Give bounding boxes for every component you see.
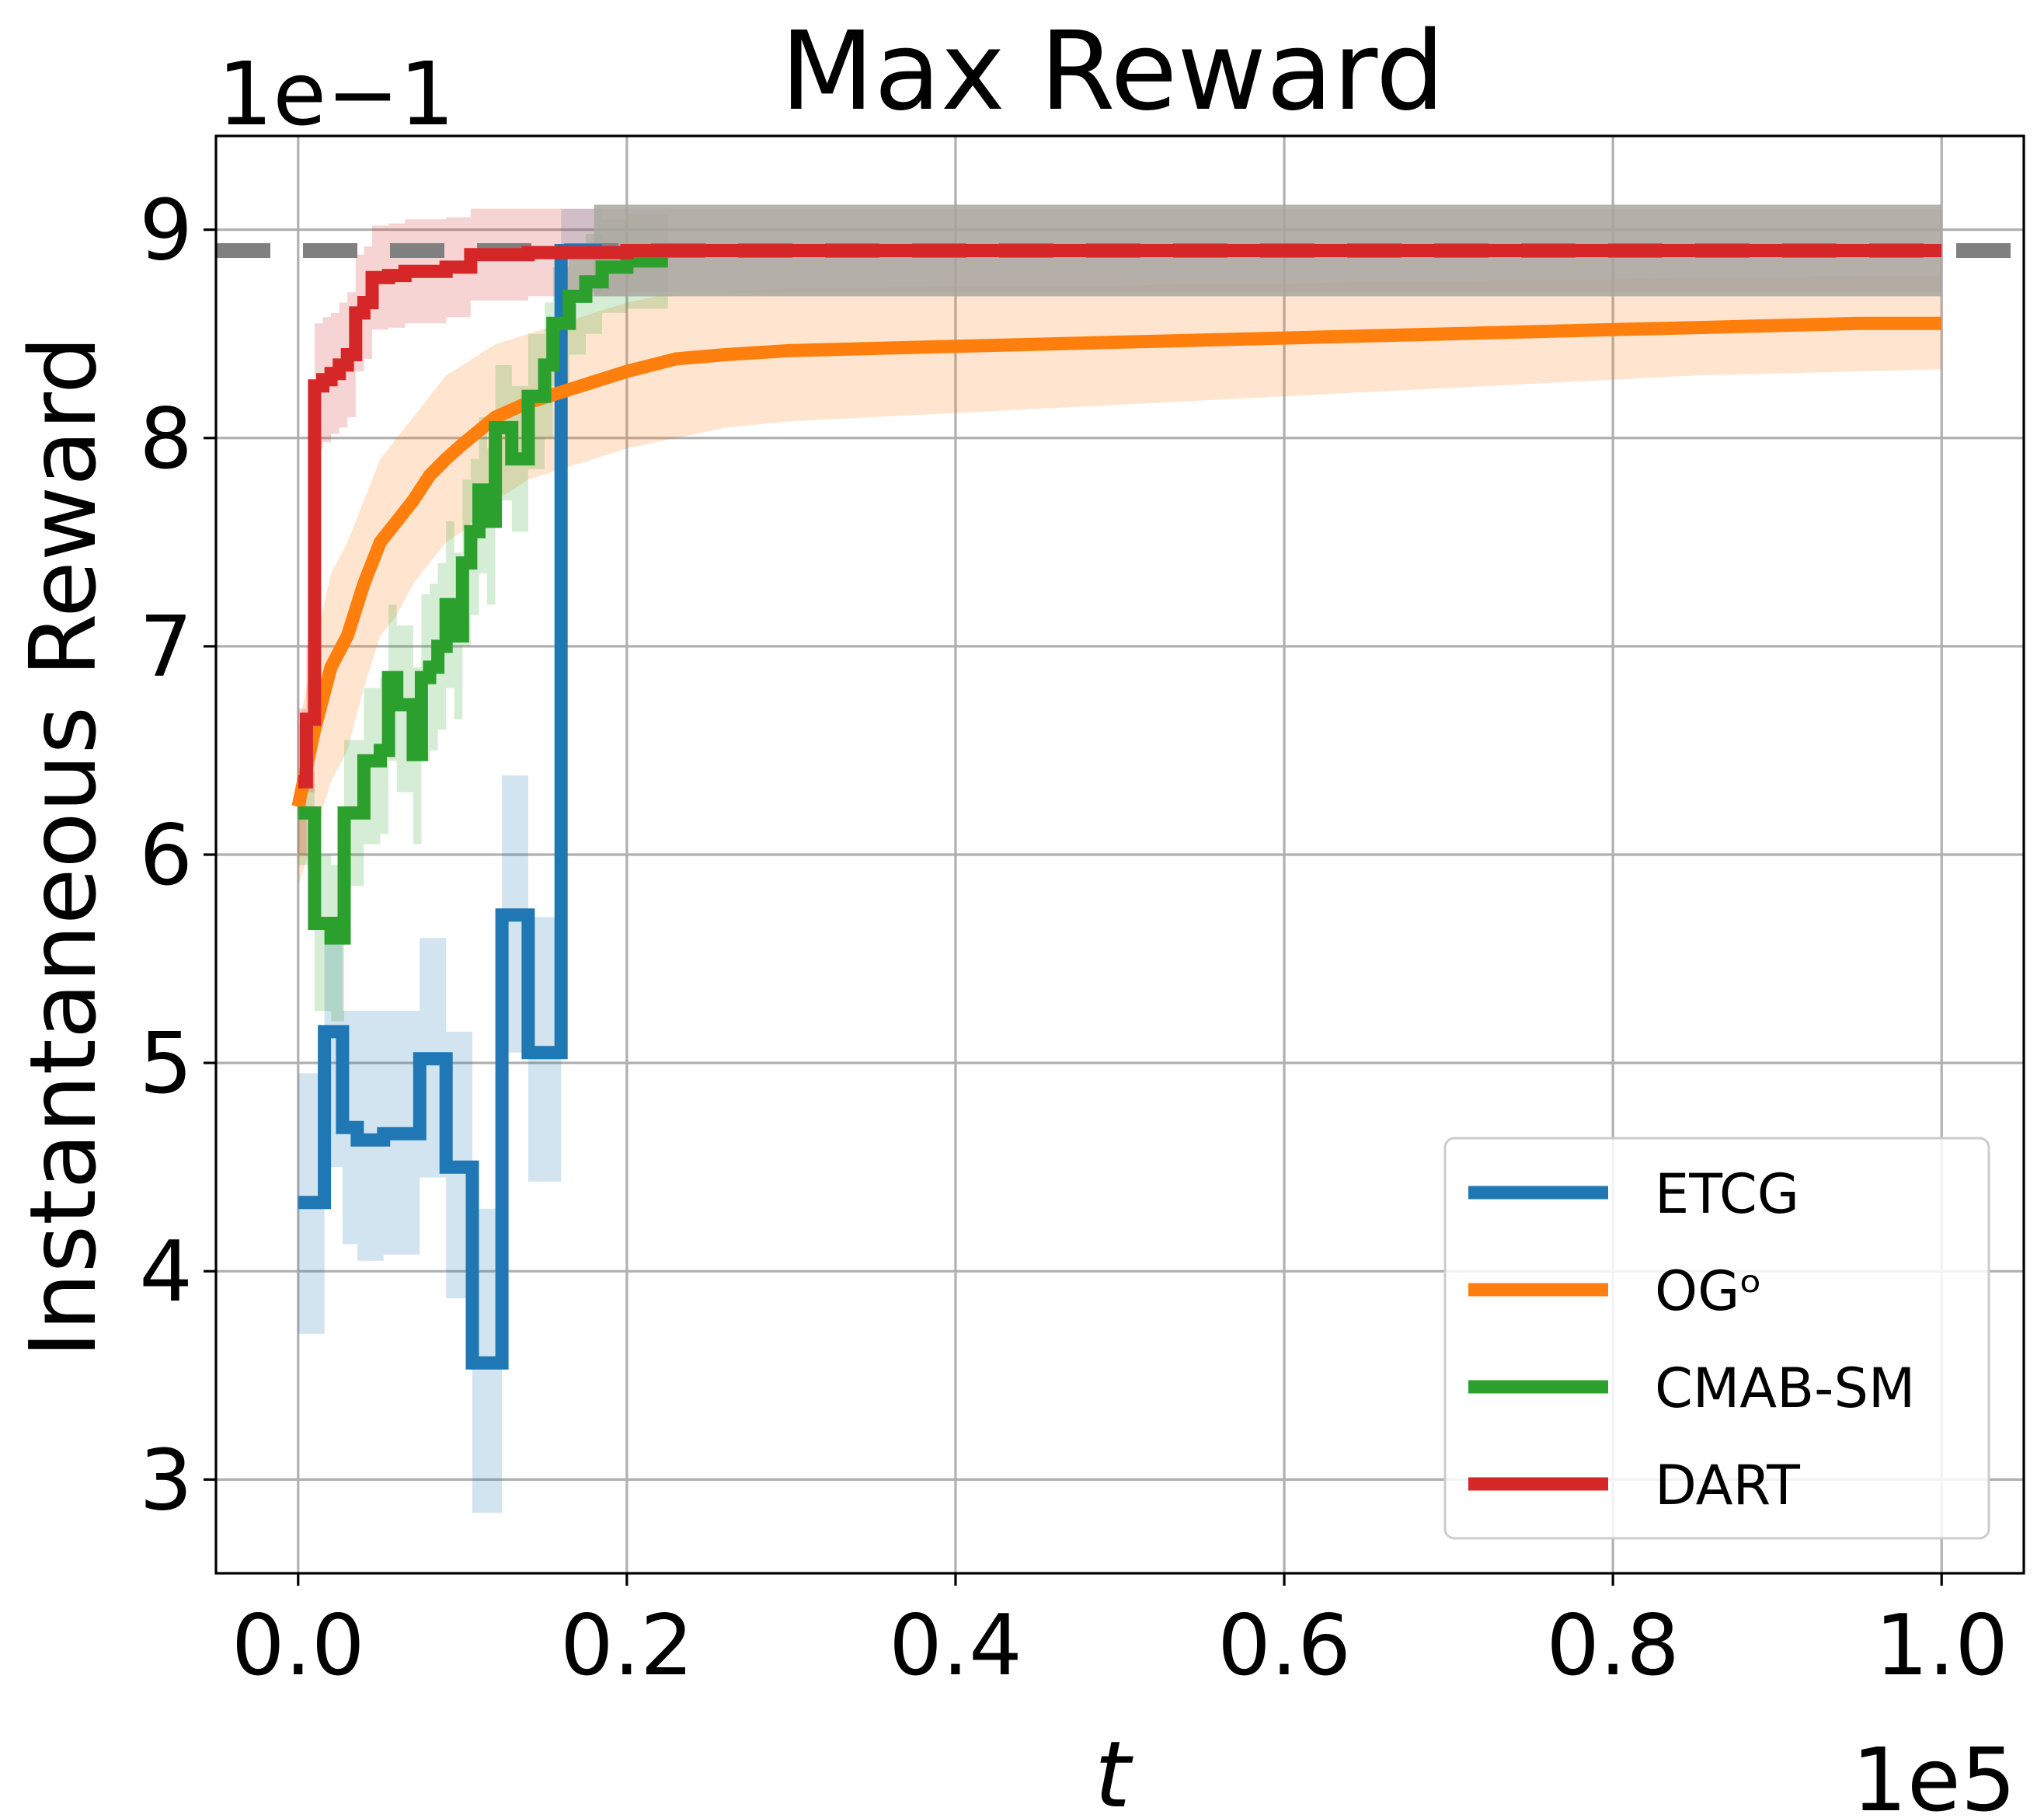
y-tick-label: 4 xyxy=(139,1224,193,1321)
og-band xyxy=(298,275,1942,886)
x-tick-labels: 0.0 0.2 0.4 0.6 0.8 1.0 xyxy=(232,1597,2008,1694)
legend-label-etcg: ETCG xyxy=(1655,1162,1799,1226)
legend-box xyxy=(1443,1137,1990,1540)
x-tick-label: 0.6 xyxy=(1217,1597,1351,1694)
y-tick-label: 9 xyxy=(139,183,193,280)
dart-line xyxy=(298,244,1942,789)
og-line xyxy=(291,316,1942,809)
x-tick-label: 0.4 xyxy=(889,1597,1022,1694)
x-tick-label: 0.0 xyxy=(232,1597,365,1694)
x-tick-label: 0.8 xyxy=(1546,1597,1680,1694)
y-tick-label: 6 xyxy=(139,807,193,904)
y-tick-label: 3 xyxy=(139,1432,193,1529)
legend: ETCG OGᵒ CMAB-SM DART xyxy=(1443,1137,1990,1540)
axes xyxy=(204,134,2025,1586)
x-axis-label: t xyxy=(1095,1721,1133,1818)
cmab-sm-line xyxy=(298,254,668,945)
legend-label-cmab-sm: CMAB-SM xyxy=(1655,1357,1915,1420)
chart-title: Max Reward xyxy=(780,9,1444,135)
y-offset-label: 1e−1 xyxy=(218,44,454,145)
legend-label-dart: DART xyxy=(1655,1454,1800,1517)
x-tick-label: 0.2 xyxy=(560,1597,694,1694)
y-axis-label: Instantaneous Reward xyxy=(9,336,117,1358)
etcg-band xyxy=(298,208,603,1513)
x-offset-label: 1e5 xyxy=(1852,1730,2016,1818)
y-tick-label: 7 xyxy=(139,599,193,696)
series-lines xyxy=(291,244,1942,1370)
etcg-line xyxy=(298,244,603,1370)
y-tick-label: 5 xyxy=(139,1015,193,1113)
y-tick-label: 8 xyxy=(139,391,193,488)
x-tick-label: 1.0 xyxy=(1875,1597,2008,1694)
y-tick-labels: 3 4 5 6 7 8 9 xyxy=(139,183,193,1530)
legend-label-og: OGᵒ xyxy=(1655,1259,1762,1323)
